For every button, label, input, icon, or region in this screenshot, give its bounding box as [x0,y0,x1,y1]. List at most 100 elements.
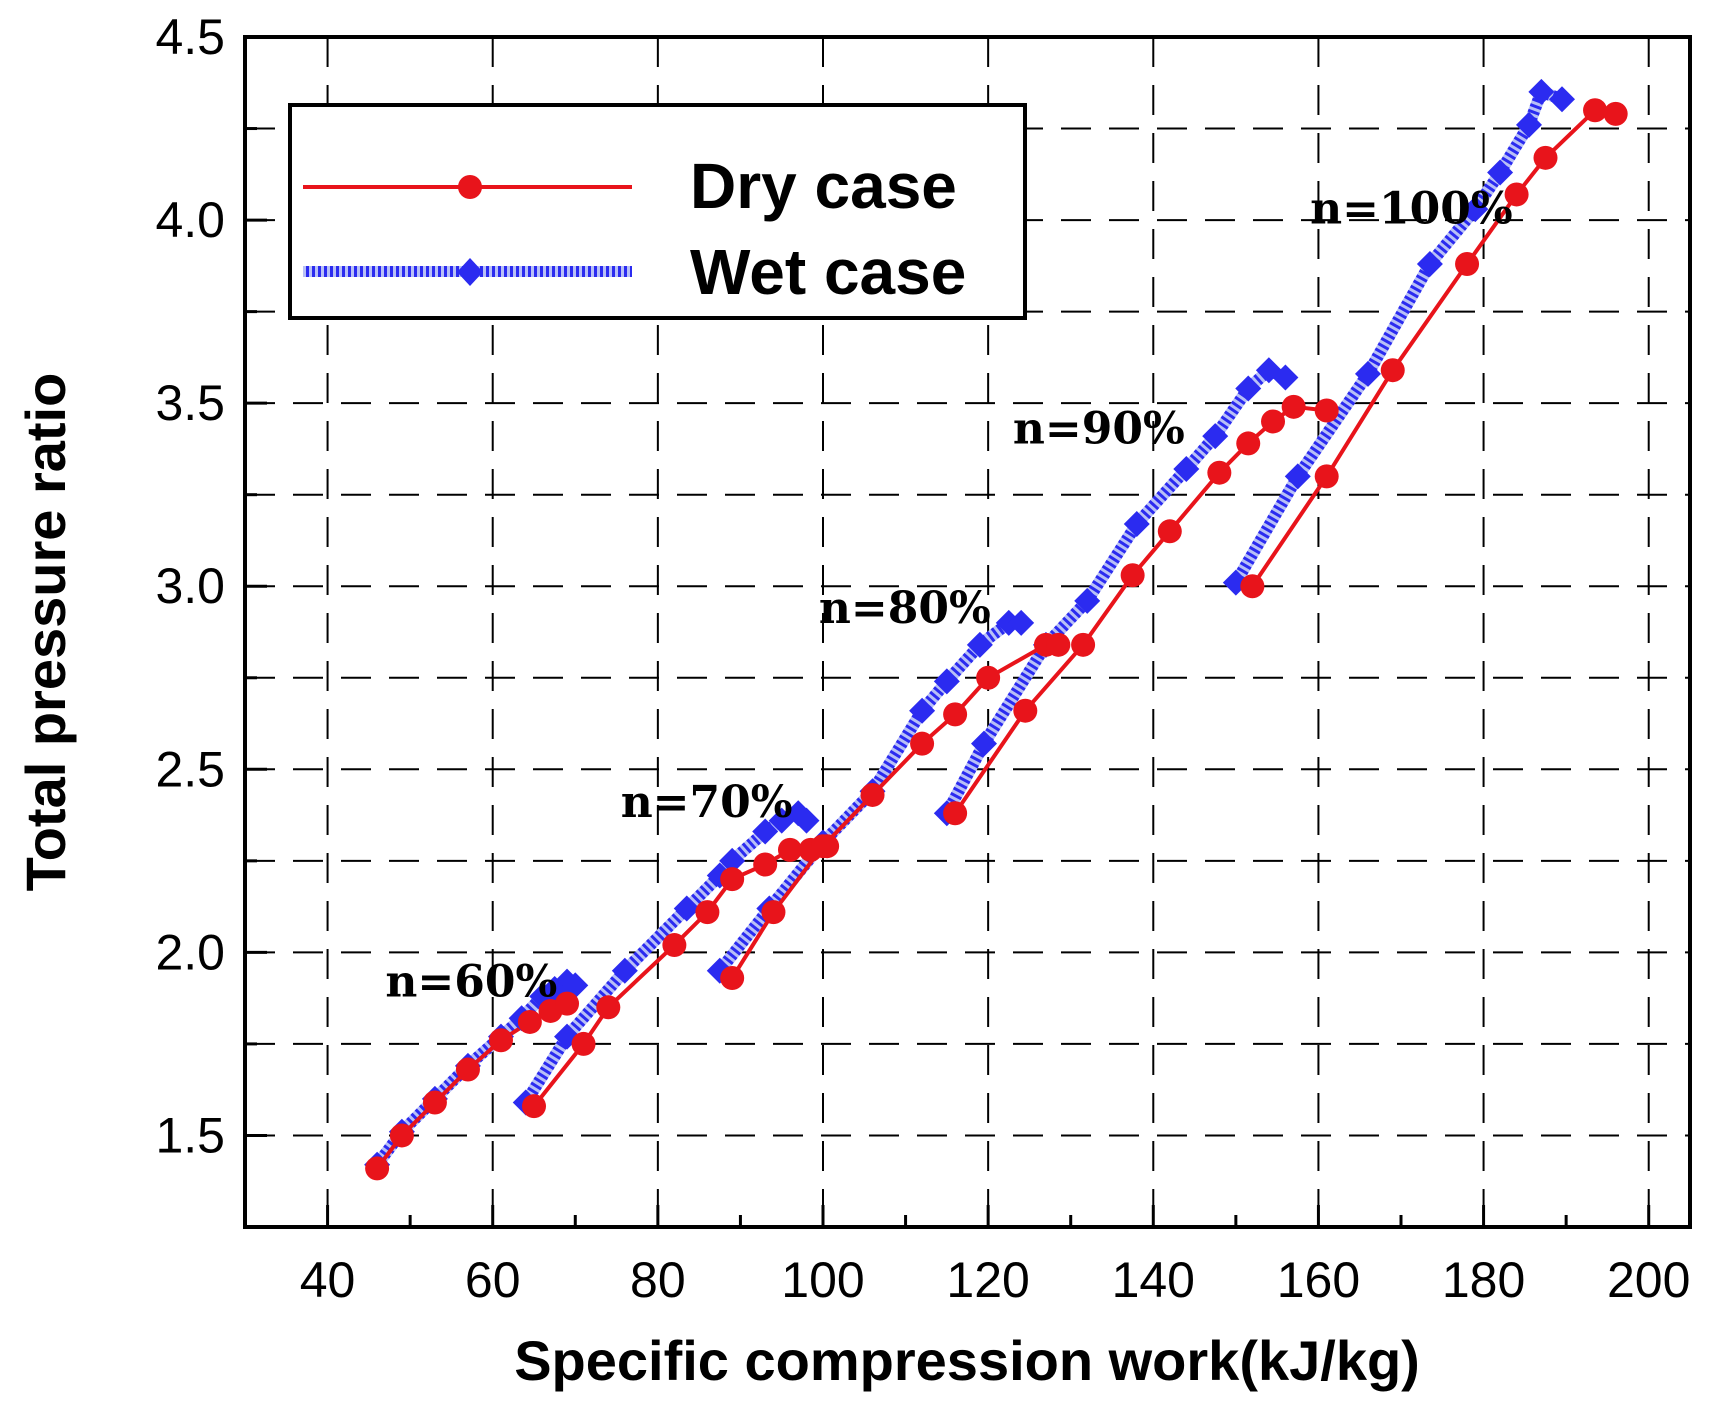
wet-case-line [520,1033,573,1106]
dry-case-line [953,404,1327,815]
dry-case-point [753,852,778,877]
dry-case-point [1207,460,1232,485]
legend: Dry case Wet case [288,103,1027,320]
wet-case-point [1549,86,1576,113]
dry-case-point [522,1094,546,1119]
dry-case-point [1261,409,1286,434]
x-tick-label: 140 [1112,1252,1195,1308]
plot-frame [243,35,1692,1229]
dry-case-point [1583,98,1608,123]
dry-case-point [1071,632,1096,657]
wet-case-line [978,641,1052,747]
dry-case-point [1380,358,1405,383]
dry-case-point [777,837,802,862]
x-axis-title: Specific compression work(kJ/kg) [514,1329,1420,1392]
legend-dry-marker [458,175,482,199]
wet-case-point [1123,510,1150,537]
wet-case-point [793,807,820,834]
wet-case-line [867,707,928,795]
dry-case-point [943,702,968,727]
dry-case-point [695,900,720,925]
wet-case-point [1272,364,1299,391]
wet-case-point [1416,251,1443,278]
legend-wet-label: Wet case [690,236,966,308]
wet-case-point [971,730,998,757]
wet-case-line [1132,465,1191,529]
wet-case-line [942,640,985,686]
wet-case-line [1494,121,1535,176]
dry-case-point [976,665,1001,690]
wet-case-point [1202,423,1229,450]
wet-case-line [941,740,990,817]
wet-case-point [673,895,700,922]
x-tick-label: 160 [1277,1252,1360,1308]
dry-case-point [1455,252,1480,277]
dry-case-point [1314,398,1339,423]
dry-case-point [455,1057,480,1082]
y-axis-title: Total pressure ratio [14,373,77,892]
dry-case-point [811,834,835,859]
wet-case-point [1515,111,1542,138]
y-tick-label: 4.0 [155,192,225,248]
dry-case-point [365,1156,390,1181]
wet-case-point [1284,463,1311,490]
y-tick-label: 3.5 [155,375,225,431]
wet-case-point [1487,159,1514,186]
wet-case-line [1230,473,1303,586]
dry-case-point [1013,698,1038,723]
legend-box [288,103,1027,320]
annotations: n=60% n=70% n=80% n=90% n=100% [385,184,1512,1008]
series-layer [364,78,1628,1181]
dry-case-point [1240,574,1265,599]
dry-case-point [555,991,580,1016]
wet-case-point [1074,587,1101,614]
wet-case-point [1173,456,1200,483]
wet-case-line [818,787,877,847]
wet-case-point [909,697,936,724]
speed-line-label: n=80% [819,583,991,634]
x-tick-label: 200 [1607,1252,1690,1308]
x-tick-label: 100 [781,1252,864,1308]
dry-case-point [860,782,885,807]
x-tick-label: 80 [630,1252,686,1308]
wet-case-point [966,631,993,658]
x-tick-label: 180 [1442,1252,1525,1308]
wet-case-line [1210,385,1254,440]
wet-case-line [562,966,630,1041]
dry-case-point [1603,101,1628,126]
dry-case-line [1250,108,1617,588]
speed-line-label: n=100% [1310,184,1513,235]
y-tick-label: 1.5 [155,1107,225,1163]
wet-case-point [752,818,779,845]
y-tick-label: 2.0 [155,924,225,980]
wet-case-point [1462,196,1489,223]
dry-case-point [1504,182,1529,207]
y-tick-label: 2.5 [155,741,225,797]
dry-case-point [662,933,687,958]
wet-case-point [611,957,638,984]
x-tick-label: 60 [465,1252,521,1308]
wet-case-point [719,847,746,874]
y-tick-label: 4.5 [155,9,225,65]
dry-case-point [389,1123,414,1148]
dry-case-point [1046,632,1071,657]
wet-case-point [1354,360,1381,387]
legend-dry-label: Dry case [690,150,957,222]
axis-ticks: 40 60 80 100 120 140 160 180 200 1.5 2.0 2.5 3.0 3.5 4… [155,9,1690,1308]
dry-case-point [1157,519,1182,544]
wet-case-line [1362,261,1436,377]
dry-case-point [910,731,935,756]
wet-case-line [1292,370,1373,480]
dry-case-point [571,1031,596,1056]
y-tick-label: 3.0 [155,558,225,614]
dry-case-point [1120,563,1145,588]
dry-case-point [422,1090,447,1115]
dry-case-point [720,867,745,892]
x-tick-label: 40 [300,1252,356,1308]
legend-wet-marker [457,258,483,286]
dry-case-point [1281,394,1306,419]
dry-case-point [761,900,786,925]
wet-case-line [715,904,775,975]
speed-line-label: n=70% [621,777,793,828]
